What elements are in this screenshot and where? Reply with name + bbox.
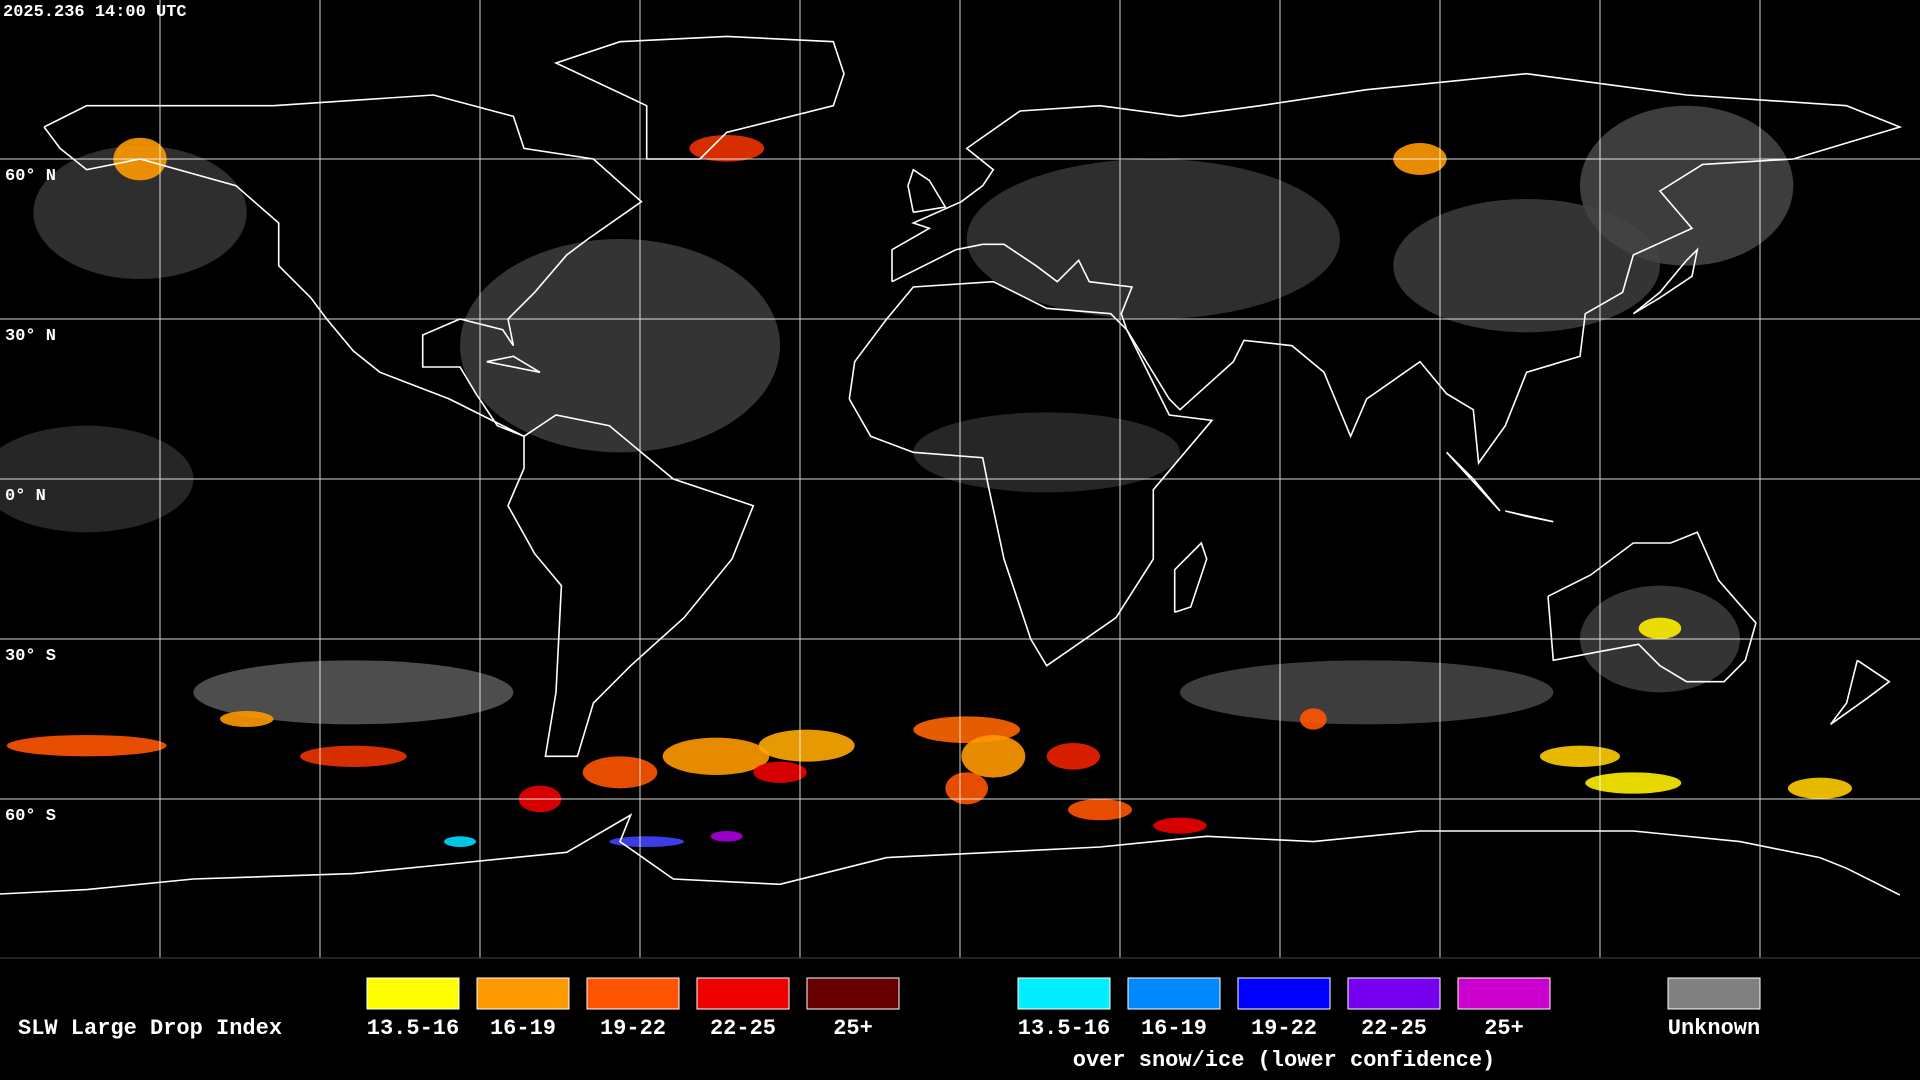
coastline — [891, 72, 1903, 466]
cloud-patch — [609, 836, 685, 847]
legend-label: 19-22 — [600, 1016, 666, 1041]
cloud-patch — [1585, 772, 1682, 794]
legend-swatch — [366, 977, 460, 1010]
legend-label: 22-25 — [710, 1016, 776, 1041]
cloud-patch — [945, 772, 988, 805]
cloud-patch — [710, 830, 743, 842]
cloud-layer — [0, 105, 1852, 847]
cloud-patch — [1539, 745, 1620, 767]
timestamp: 2025.236 14:00 UTC — [3, 3, 187, 22]
cloud-patch — [444, 836, 477, 847]
coastline — [0, 813, 1901, 896]
legend-label: 16-19 — [1141, 1016, 1207, 1041]
cloud-patch — [1067, 798, 1132, 821]
cloud-patch — [1579, 105, 1794, 266]
cloud-patch — [913, 412, 1180, 493]
legend-label: Unknown — [1668, 1016, 1760, 1041]
cloud-patch — [1179, 660, 1554, 725]
lat-label: 30° S — [5, 647, 56, 666]
legend-swatch — [1667, 977, 1761, 1010]
cloud-patch — [460, 239, 781, 453]
legend-label: 13.5-16 — [1018, 1016, 1110, 1041]
legend-swatch — [1457, 977, 1551, 1010]
legend-swatch — [476, 977, 570, 1010]
coastline — [1505, 510, 1554, 523]
lat-label: 60° N — [5, 167, 56, 186]
cloud-patch — [966, 159, 1340, 320]
legend-swatch — [806, 977, 900, 1010]
legend-swatch — [1017, 977, 1111, 1010]
lat-label: 60° S — [5, 807, 56, 826]
legend: SLW Large Drop Index 13.5-16 16-19 19-22 22-… — [18, 977, 1761, 1073]
cloud-patch — [689, 135, 765, 162]
legend-caption: over snow/ice (lower confidence) — [1073, 1048, 1495, 1073]
legend-swatch — [696, 977, 790, 1010]
cloud-patch — [753, 761, 807, 783]
coastline — [43, 94, 643, 438]
coastline — [848, 280, 1214, 667]
cloud-patch — [1299, 708, 1327, 730]
cloud-patch — [193, 660, 514, 725]
lat-labels: 60° N 30° N 0° N 30° S 60° S — [5, 167, 56, 826]
graticule — [0, 0, 1920, 958]
cloud-patch — [33, 145, 247, 280]
cloud-patch — [961, 734, 1026, 778]
legend-label: 22-25 — [1361, 1016, 1427, 1041]
cloud-patch — [582, 756, 658, 789]
legend-swatch — [1347, 977, 1441, 1010]
coastline — [1829, 659, 1891, 725]
cloud-patch — [220, 710, 274, 727]
coastline — [486, 355, 541, 374]
cloud-patch — [758, 729, 855, 762]
cloud-patch — [1046, 742, 1100, 770]
legend-swatch — [1237, 977, 1331, 1010]
coastlines — [0, 35, 1903, 896]
coastline — [907, 168, 947, 214]
cloud-patch — [6, 734, 167, 757]
lat-label: 30° N — [5, 327, 56, 346]
cloud-patch — [1638, 617, 1682, 639]
legend-label: 19-22 — [1251, 1016, 1317, 1041]
legend-label: 13.5-16 — [367, 1016, 459, 1041]
coastline — [507, 414, 755, 758]
cloud-patch — [1393, 199, 1660, 333]
cloud-patch — [1153, 817, 1207, 834]
legend-label: 16-19 — [490, 1016, 556, 1041]
legend-swatch — [1127, 977, 1221, 1010]
cloud-patch — [300, 745, 407, 767]
legend-label: 25+ — [1484, 1016, 1524, 1041]
coastline — [1547, 531, 1757, 683]
legend-swatch — [586, 977, 680, 1010]
coastline — [1446, 451, 1501, 512]
lat-label: 0° N — [5, 487, 46, 506]
coastline — [1632, 247, 1699, 315]
cloud-patch — [1787, 777, 1852, 799]
legend-title: SLW Large Drop Index — [18, 1016, 282, 1041]
cloud-patch — [662, 737, 770, 775]
legend-label: 25+ — [833, 1016, 873, 1041]
coastline — [1173, 541, 1208, 614]
coastline — [553, 35, 845, 160]
